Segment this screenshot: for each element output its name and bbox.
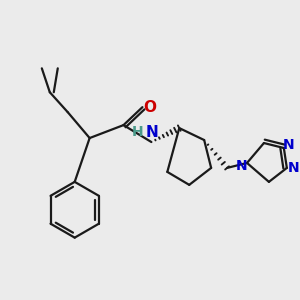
Text: N: N: [283, 138, 295, 152]
Text: H: H: [132, 125, 143, 139]
Text: N: N: [288, 161, 300, 175]
Text: O: O: [143, 100, 156, 115]
Text: N: N: [146, 124, 159, 140]
Text: N: N: [236, 159, 248, 173]
